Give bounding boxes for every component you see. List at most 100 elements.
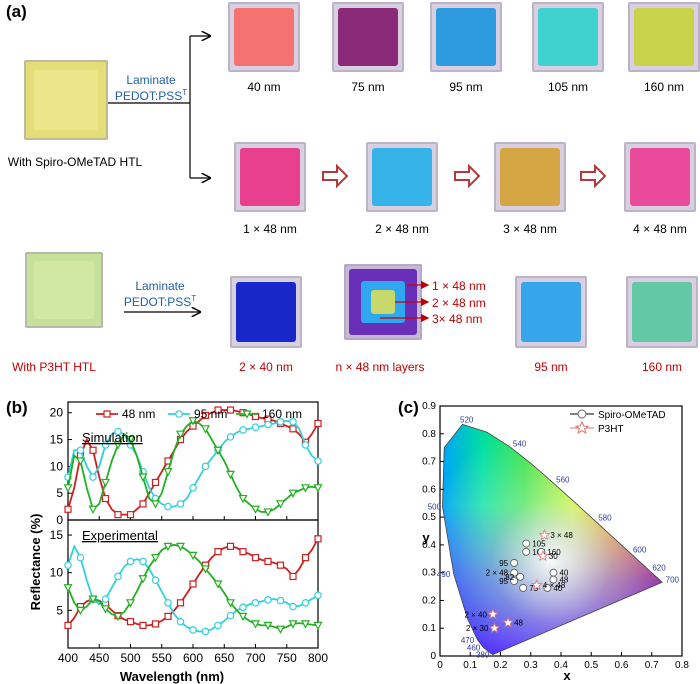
cie-ytick-label: 0.8 [422,429,436,440]
experimental-point [189,580,197,588]
experimental-point [300,620,311,629]
experimental-point [64,561,72,569]
simulation-point [289,425,297,433]
row2-sample-4 [624,142,696,212]
experimental-point [126,557,135,566]
cie-wavelength-label: 560 [556,476,570,485]
p3ht-point-label: 4 × 48 [543,581,566,590]
experimental-point [264,596,272,604]
layer-annotation [380,280,430,323]
reflectance-chart: 0 5 10 15 20 5 10 15 400 450 500 550 600 650 700 750 800… [28,401,328,684]
simulation-point [88,505,98,515]
cie-xtick-label: 0.2 [494,660,508,671]
cie-wavelength-label: 460 [467,644,481,653]
legend-spiro-text: Spiro-OMeTAD [598,410,666,421]
simulation-point [63,484,73,493]
experimental-point [226,611,235,620]
legend-label: 160 nm [262,407,302,421]
spiro-point-label: 40 [559,569,568,578]
cie-legend: Spiro-OMeTAD P3HT [570,409,666,435]
experimental-point [314,535,322,543]
row1-sample-color-5 [633,7,695,67]
experimental-point [225,599,236,608]
xtick-label: 500 [120,651,140,665]
seq-arrow-2 [454,163,481,189]
p3ht-point [502,616,514,628]
spiro-point [510,559,519,567]
spiro-point [543,584,552,592]
cie-xtick-label: 0.5 [584,660,598,671]
sample-p3ht-htl [25,252,103,328]
experimental-point [289,572,297,581]
simulation-point [138,473,148,482]
row3-caption-3: 160 nm [641,360,683,374]
xtick-label: 700 [245,651,265,665]
row2-caption-3: 3 × 48 nm [503,222,557,236]
row2-sample-2 [366,142,438,212]
cie-xtick-label: 0.6 [615,660,629,671]
laminate-top-sup: T [182,88,188,97]
cie-xtick-label: 0.3 [524,660,538,671]
experimental-point [151,620,160,628]
simulation-point [314,419,322,428]
p3ht-point-label: 30 [549,552,558,561]
legend-spiro-marker [577,409,587,419]
simulation-ytick-label: 20 [50,406,64,420]
simulation-point [289,418,297,426]
cie-y-axis-label: y [422,530,430,545]
experimental-ytick-label: 10 [50,566,64,580]
row1-caption-3: 95 nm [449,80,483,94]
spiro-point [522,547,531,556]
layer-label-2: 2 × 48 nm [432,296,486,310]
cie-xtick-label: 0.1 [463,660,477,671]
row3-sample-1 [230,276,302,348]
laminate-bottom-line1: Laminate [135,279,185,293]
row1-sample-2 [332,2,404,72]
seq-arrow-1 [322,163,349,189]
simulation-point [163,468,173,477]
simulation-point [89,473,97,481]
x-axis-label: Wavelength (nm) [120,669,224,684]
experimental-point [101,595,110,603]
legend-marker [175,410,183,418]
simulation-point [264,420,272,429]
laminate-top-line1: Laminate [126,73,176,87]
simulation-ytick-label: 10 [50,459,64,473]
xtick-label: 650 [214,651,234,665]
simulation-point [151,478,160,487]
cie-wavelength-label: 620 [652,563,666,572]
p3ht-point [488,622,501,634]
experimental-point [250,620,261,629]
cie-ytick-label: 0.1 [422,623,436,634]
row2-sample-color-4 [629,147,691,207]
simulation-point [214,406,222,414]
xtick-label: 750 [277,651,297,665]
p3ht-point-label: 2 × 30 [466,624,489,633]
simulation-point [113,441,123,450]
simulation-point [225,470,236,480]
row3-sample-color-1 [235,281,297,343]
panel-a-label: (a) [6,2,27,21]
xtick-label: 800 [308,651,328,665]
simulation-point [126,511,135,519]
row1-sample-color-1 [233,7,295,67]
layer-label-3: 3× 48 nm [432,312,483,326]
p3ht-point-label: 3 × 48 [550,531,573,540]
p3ht-point-label: 2 × 40 [464,610,487,619]
cie-locus [442,423,663,656]
simulation-point [201,411,210,420]
simulation-point [251,423,260,432]
p3ht-point [531,579,543,591]
simulation-point [176,500,185,508]
cie-ytick-label: 0.5 [422,512,436,523]
experimental-point [75,606,86,616]
simulation-point [114,427,122,436]
simulation-point [188,417,198,426]
simulation-point [301,441,310,449]
experimental-point [64,621,72,630]
cie-wavelength-label: 540 [513,440,527,449]
simulation-ytick-label: 5 [56,486,63,500]
simulation-point [200,425,211,434]
experimental-point [126,618,135,626]
spiro-point-label: 2 × 48 [486,569,509,578]
